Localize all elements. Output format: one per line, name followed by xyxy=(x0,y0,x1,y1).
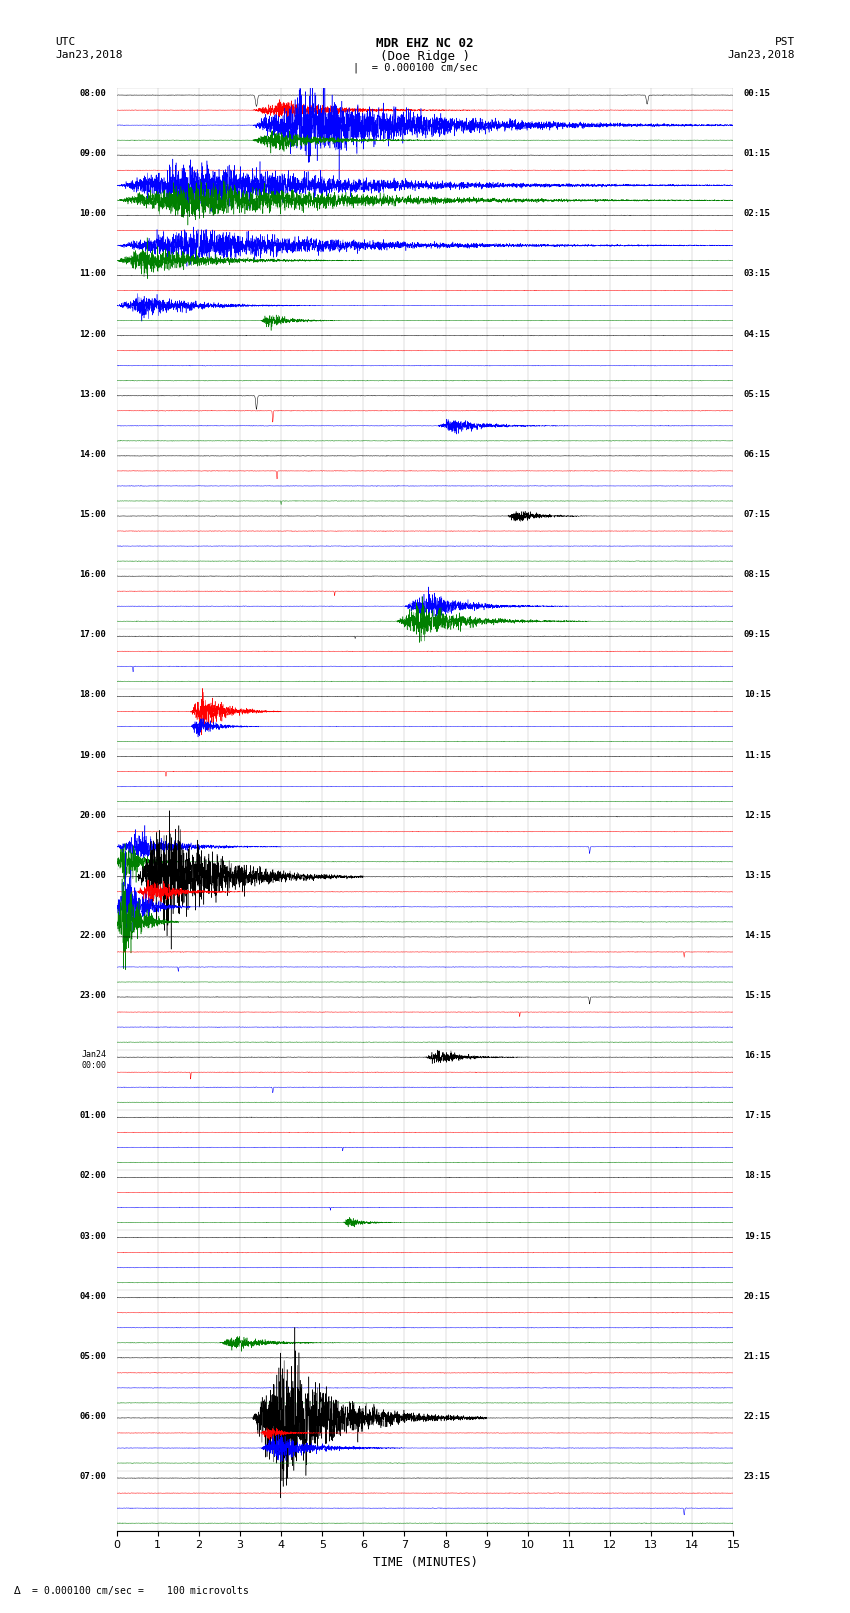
Text: PST: PST xyxy=(774,37,795,47)
Text: 03:00: 03:00 xyxy=(79,1232,106,1240)
Text: 02:15: 02:15 xyxy=(744,210,771,218)
Text: |  = 0.000100 cm/sec: | = 0.000100 cm/sec xyxy=(353,63,478,74)
Text: 00:15: 00:15 xyxy=(744,89,771,98)
Text: 20:15: 20:15 xyxy=(744,1292,771,1300)
Text: 04:00: 04:00 xyxy=(79,1292,106,1300)
Text: 15:00: 15:00 xyxy=(79,510,106,519)
Text: 10:15: 10:15 xyxy=(744,690,771,700)
Text: 18:00: 18:00 xyxy=(79,690,106,700)
Text: MDR EHZ NC 02: MDR EHZ NC 02 xyxy=(377,37,473,50)
Text: 17:00: 17:00 xyxy=(79,631,106,639)
X-axis label: TIME (MINUTES): TIME (MINUTES) xyxy=(372,1557,478,1569)
Text: 12:00: 12:00 xyxy=(79,329,106,339)
Text: 19:15: 19:15 xyxy=(744,1232,771,1240)
Text: 20:00: 20:00 xyxy=(79,811,106,819)
Text: 01:15: 01:15 xyxy=(744,150,771,158)
Text: 00:00: 00:00 xyxy=(82,1061,106,1069)
Text: 01:00: 01:00 xyxy=(79,1111,106,1121)
Text: 23:00: 23:00 xyxy=(79,990,106,1000)
Text: UTC: UTC xyxy=(55,37,76,47)
Text: 14:15: 14:15 xyxy=(744,931,771,940)
Text: Jan24: Jan24 xyxy=(82,1050,106,1060)
Text: 12:15: 12:15 xyxy=(744,811,771,819)
Text: 16:00: 16:00 xyxy=(79,569,106,579)
Text: 06:15: 06:15 xyxy=(744,450,771,458)
Text: 07:15: 07:15 xyxy=(744,510,771,519)
Text: 23:15: 23:15 xyxy=(744,1473,771,1481)
Text: 22:00: 22:00 xyxy=(79,931,106,940)
Text: 03:15: 03:15 xyxy=(744,269,771,279)
Text: 13:15: 13:15 xyxy=(744,871,771,879)
Text: Jan23,2018: Jan23,2018 xyxy=(55,50,122,60)
Text: 15:15: 15:15 xyxy=(744,990,771,1000)
Text: 05:00: 05:00 xyxy=(79,1352,106,1361)
Text: (Doe Ridge ): (Doe Ridge ) xyxy=(380,50,470,63)
Text: 08:15: 08:15 xyxy=(744,569,771,579)
Text: 07:00: 07:00 xyxy=(79,1473,106,1481)
Text: 09:15: 09:15 xyxy=(744,631,771,639)
Text: 21:15: 21:15 xyxy=(744,1352,771,1361)
Text: 11:00: 11:00 xyxy=(79,269,106,279)
Text: 06:00: 06:00 xyxy=(79,1411,106,1421)
Text: 21:00: 21:00 xyxy=(79,871,106,879)
Text: 08:00: 08:00 xyxy=(79,89,106,98)
Text: 13:00: 13:00 xyxy=(79,390,106,398)
Text: 11:15: 11:15 xyxy=(744,750,771,760)
Text: 19:00: 19:00 xyxy=(79,750,106,760)
Text: 16:15: 16:15 xyxy=(744,1052,771,1060)
Text: 09:00: 09:00 xyxy=(79,150,106,158)
Text: 04:15: 04:15 xyxy=(744,329,771,339)
Text: 02:00: 02:00 xyxy=(79,1171,106,1181)
Text: $\Delta$  = 0.000100 cm/sec =    100 microvolts: $\Delta$ = 0.000100 cm/sec = 100 microvo… xyxy=(13,1584,249,1597)
Text: 17:15: 17:15 xyxy=(744,1111,771,1121)
Text: 10:00: 10:00 xyxy=(79,210,106,218)
Text: 18:15: 18:15 xyxy=(744,1171,771,1181)
Text: 22:15: 22:15 xyxy=(744,1411,771,1421)
Text: 14:00: 14:00 xyxy=(79,450,106,458)
Text: 05:15: 05:15 xyxy=(744,390,771,398)
Text: Jan23,2018: Jan23,2018 xyxy=(728,50,795,60)
